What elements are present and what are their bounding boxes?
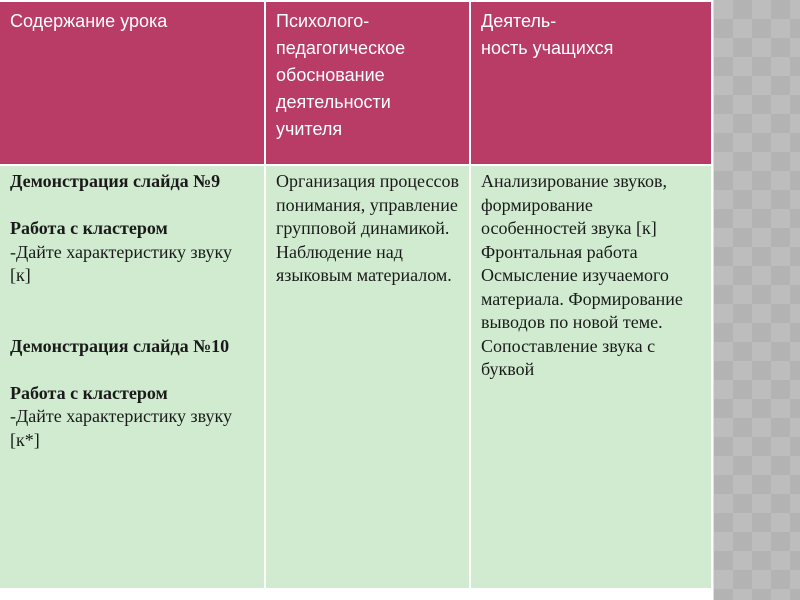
cell-line xyxy=(10,194,254,218)
cell-psych-justification: Организация процессов понимания, управле… xyxy=(264,164,471,590)
cell-student-activity: Анализирование звуков, формирование особ… xyxy=(469,164,713,590)
cell-line: Демонстрация слайда №10 xyxy=(10,335,230,356)
cell-text: Анализирование звуков, формирование особ… xyxy=(481,171,688,379)
cell-line: Демонстрация слайда №9 xyxy=(10,171,221,191)
cell-line xyxy=(10,288,254,335)
cell-line: Работа с кластером xyxy=(10,382,168,403)
background-pattern xyxy=(713,0,800,600)
header-text: Деятель- ность учащихся xyxy=(481,11,614,58)
lesson-table: Содержание урока Психолого- педагогическ… xyxy=(0,0,713,590)
header-student-activity: Деятель- ность учащихся xyxy=(469,0,713,166)
header-text: Психолого- педагогическое обоснование де… xyxy=(276,11,406,139)
cell-line: Работа с кластером xyxy=(10,218,168,238)
cell-text: Организация процессов понимания, управле… xyxy=(276,171,464,285)
body-row: Демонстрация слайда №9 Работа с кластеро… xyxy=(0,164,713,590)
header-row: Содержание урока Психолого- педагогическ… xyxy=(0,0,713,166)
cell-line: -Дайте характеристику звуку [к] xyxy=(10,241,237,286)
cell-lesson-content: Демонстрация слайда №9 Работа с кластеро… xyxy=(0,164,266,590)
cell-line: -Дайте характеристику звуку [к*] xyxy=(10,406,237,450)
cell-line xyxy=(10,358,254,382)
header-text: Содержание урока xyxy=(10,11,168,31)
header-psych-justification: Психолого- педагогическое обоснование де… xyxy=(264,0,471,166)
header-lesson-content: Содержание урока xyxy=(0,0,266,166)
